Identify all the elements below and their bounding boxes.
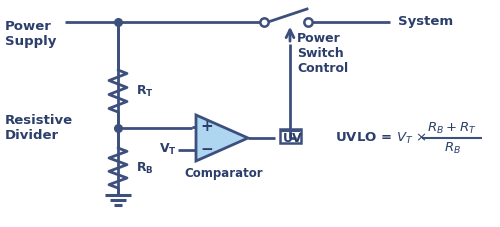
Text: Comparator: Comparator xyxy=(184,168,264,180)
Text: UV: UV xyxy=(283,131,302,145)
Text: Power
Supply: Power Supply xyxy=(5,20,57,48)
Text: $\mathbf{R_T}$: $\mathbf{R_T}$ xyxy=(136,84,154,99)
Text: +: + xyxy=(200,119,213,134)
Text: UVLO = $V_T$ $\times$: UVLO = $V_T$ $\times$ xyxy=(335,131,427,146)
Text: System: System xyxy=(398,15,453,29)
Text: $\mathbf{V_T}$: $\mathbf{V_T}$ xyxy=(159,142,177,157)
Text: $R_B + R_T$: $R_B + R_T$ xyxy=(427,121,477,136)
Text: $\mathbf{R_B}$: $\mathbf{R_B}$ xyxy=(136,160,154,175)
Text: Resistive
Divider: Resistive Divider xyxy=(5,114,73,142)
Text: $R_B$: $R_B$ xyxy=(444,141,460,155)
Polygon shape xyxy=(196,115,248,161)
Text: −: − xyxy=(200,142,213,157)
Text: Power
Switch
Control: Power Switch Control xyxy=(297,32,348,75)
